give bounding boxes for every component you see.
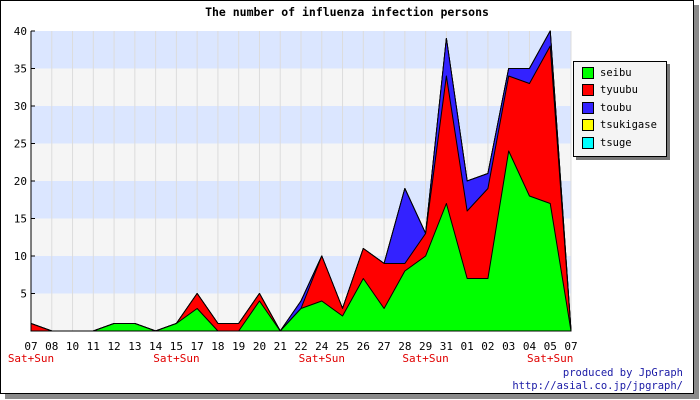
legend-item-toubu: toubu bbox=[574, 99, 666, 117]
x-tick-label: 27 bbox=[377, 340, 390, 353]
legend-item-tsukigase: tsukigase bbox=[574, 117, 666, 135]
legend-label: tsukigase bbox=[600, 119, 657, 132]
x-tick-label: 26 bbox=[357, 340, 370, 353]
x-tick-label: 31 bbox=[440, 340, 453, 353]
legend-item-tsuge: tsuge bbox=[574, 134, 666, 152]
legend-item-seibu: seibu bbox=[574, 64, 666, 82]
y-tick-label: 40 bbox=[14, 25, 27, 38]
x-tick-label: 29 bbox=[419, 340, 432, 353]
x-tick-label: 22 bbox=[294, 340, 307, 353]
x-tick-label: 24 bbox=[315, 340, 329, 353]
x-tick-label: 01 bbox=[461, 340, 474, 353]
x-tick-label: 07 bbox=[24, 340, 37, 353]
x-tick-label: 15 bbox=[170, 340, 183, 353]
legend-label: tyuubu bbox=[600, 84, 638, 97]
chart-title: The number of influenza infection person… bbox=[205, 5, 489, 19]
x-tick-label: 02 bbox=[481, 340, 494, 353]
y-tick-label: 15 bbox=[14, 213, 27, 226]
x-tick-label: 10 bbox=[66, 340, 79, 353]
weekend-label: Sat+Sun bbox=[402, 352, 448, 365]
legend-label: tsuge bbox=[600, 136, 632, 149]
weekend-label: Sat+Sun bbox=[153, 352, 199, 365]
weekend-label: Sat+Sun bbox=[299, 352, 345, 365]
x-tick-label: 25 bbox=[336, 340, 349, 353]
chart-legend: seibu tyuubu toubu tsukigase tsuge bbox=[573, 61, 667, 157]
x-tick-label: 17 bbox=[191, 340, 204, 353]
y-tick-label: 30 bbox=[14, 100, 27, 113]
legend-swatch bbox=[582, 119, 594, 132]
legend-item-tyuubu: tyuubu bbox=[574, 82, 666, 100]
x-tick-label: 04 bbox=[523, 340, 537, 353]
credit-text: produced by JpGraph http://asial.co.jp/j… bbox=[512, 367, 683, 393]
x-tick-label: 28 bbox=[398, 340, 411, 353]
x-tick-label: 08 bbox=[45, 340, 58, 353]
legend-label: seibu bbox=[600, 66, 632, 79]
legend-swatch bbox=[582, 84, 594, 97]
x-tick-label: 21 bbox=[274, 340, 287, 353]
y-tick-label: 5 bbox=[20, 288, 27, 301]
y-tick-label: 25 bbox=[14, 138, 27, 151]
legend-swatch bbox=[582, 136, 594, 149]
series-area-seibu bbox=[30, 150, 572, 332]
y-tick-label: 10 bbox=[14, 250, 27, 263]
x-tick-label: 13 bbox=[128, 340, 141, 353]
x-tick-label: 07 bbox=[564, 340, 577, 353]
y-tick-label: 20 bbox=[14, 175, 27, 188]
x-tick-label: 12 bbox=[107, 340, 120, 353]
legend-swatch bbox=[582, 101, 594, 114]
legend-swatch bbox=[582, 66, 594, 79]
x-tick-label: 11 bbox=[87, 340, 100, 353]
x-tick-label: 03 bbox=[502, 340, 515, 353]
x-tick-label: 20 bbox=[253, 340, 266, 353]
x-tick-label: 05 bbox=[544, 340, 557, 353]
weekend-label: Sat+Sun bbox=[527, 352, 573, 365]
y-tick-label: 35 bbox=[14, 63, 27, 76]
credit-line-2: http://asial.co.jp/jpgraph/ bbox=[512, 380, 683, 392]
credit-line-1: produced by JpGraph bbox=[562, 367, 683, 379]
x-tick-label: 14 bbox=[149, 340, 163, 353]
x-tick-label: 18 bbox=[211, 340, 224, 353]
legend-label: toubu bbox=[600, 101, 632, 114]
chart-frame: 5 10 15 20 25 30 35 40 07 Sat+Sun 08 10 11 12 13 14 15 Sa… bbox=[0, 0, 694, 394]
x-tick-label: 19 bbox=[232, 340, 245, 353]
weekend-label: Sat+Sun bbox=[8, 352, 54, 365]
